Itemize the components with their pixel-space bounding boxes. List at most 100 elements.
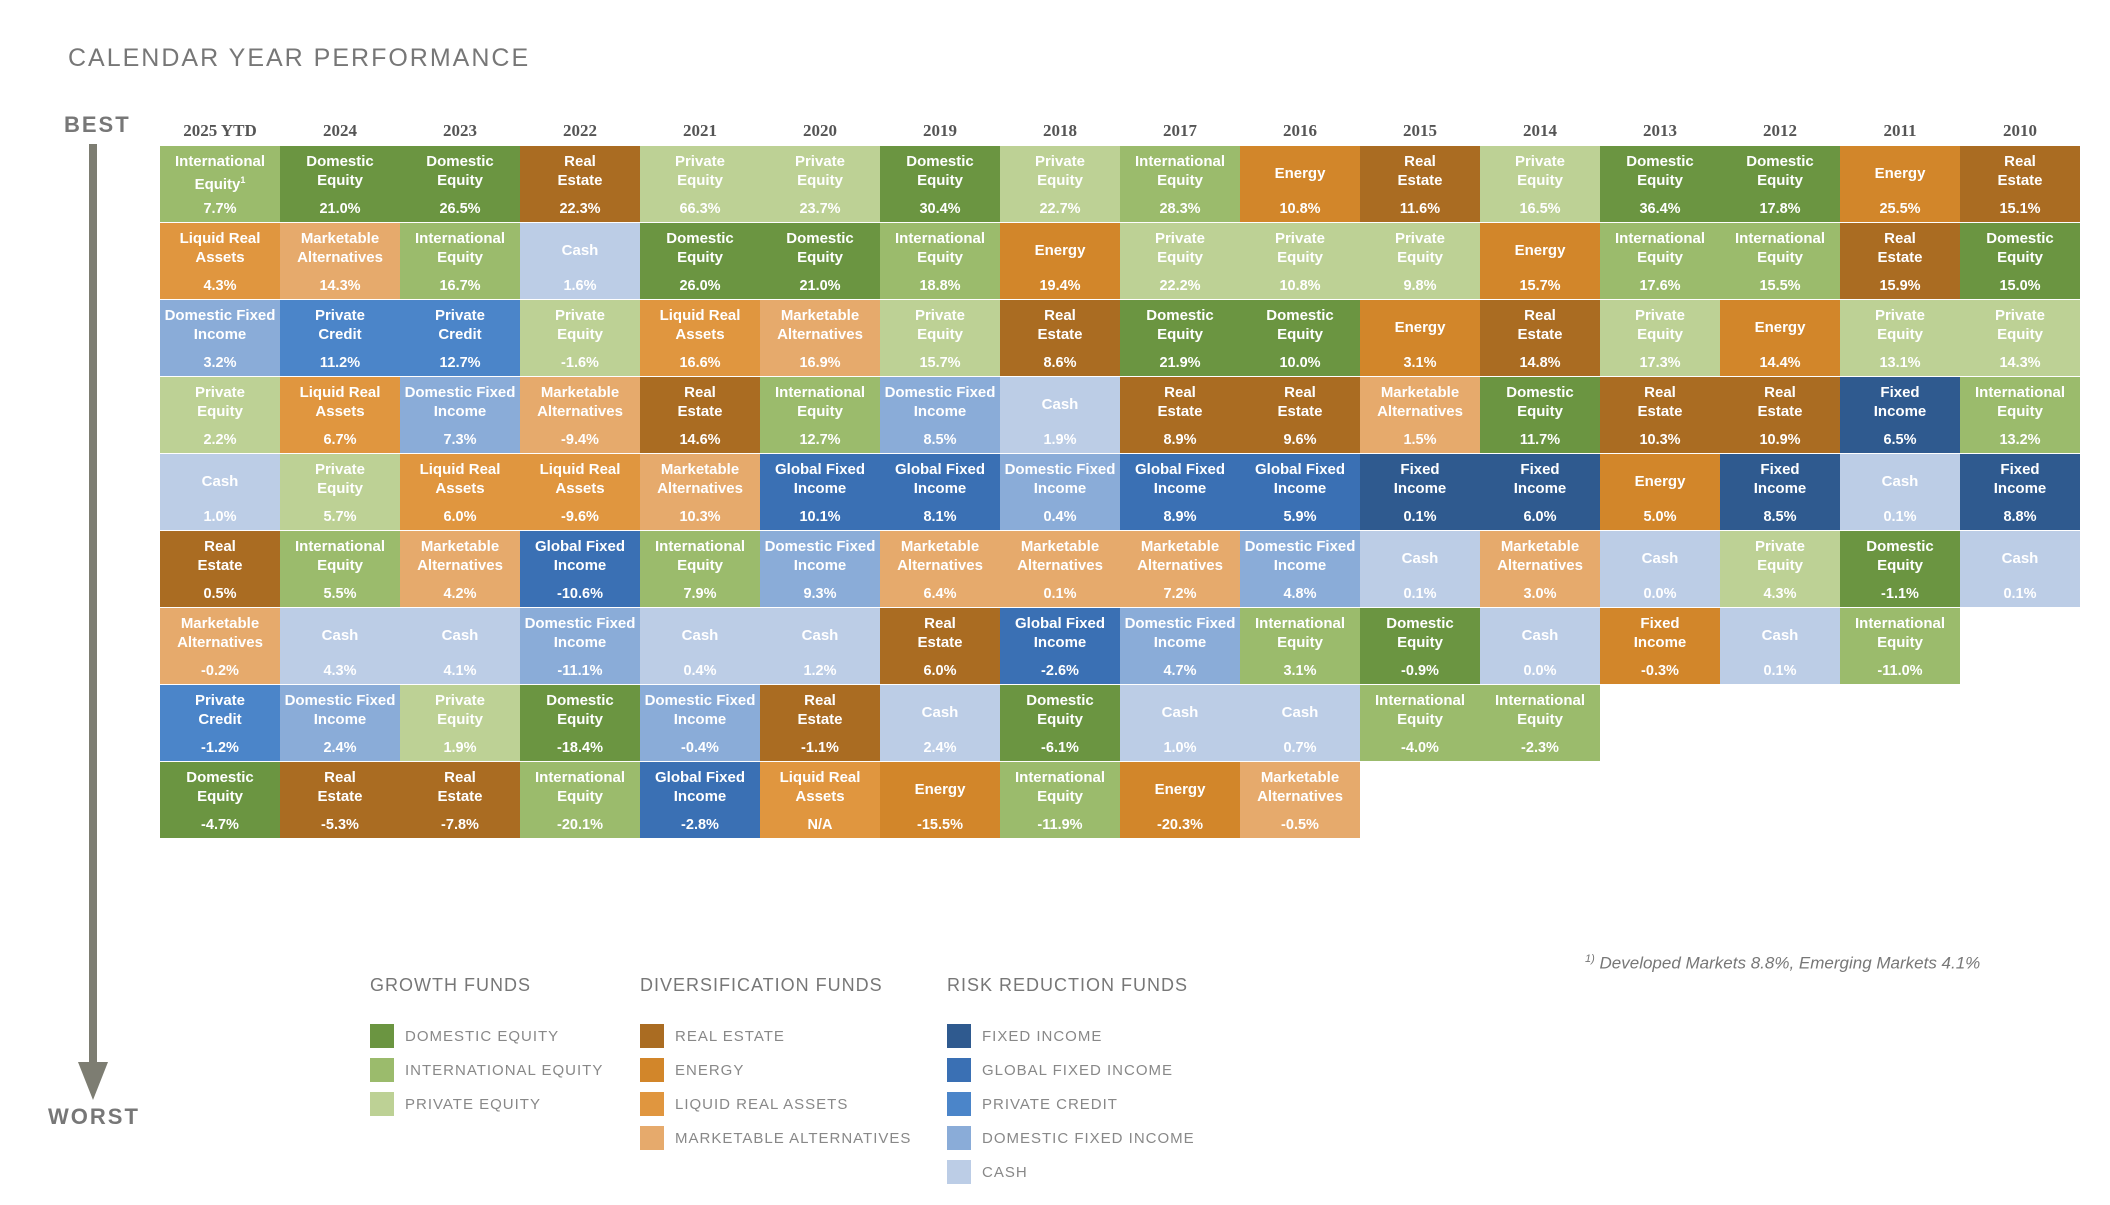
asset-class-cell: Domestic Equity 36.4% (1600, 146, 1720, 223)
asset-class-name: Fixed Income (1720, 460, 1840, 498)
asset-class-name: Domestic Equity (760, 229, 880, 267)
asset-class-label: International Equity (1614, 230, 1705, 266)
asset-class-cell: Marketable Alternatives 14.3% (280, 223, 400, 300)
legend-swatch (640, 1092, 664, 1116)
asset-class-cell: Marketable Alternatives 16.9% (760, 300, 880, 377)
asset-class-cell: International Equity 3.1% (1240, 608, 1360, 685)
return-value: 14.4% (1759, 355, 1801, 371)
asset-class-label: Private Equity (1034, 153, 1086, 189)
asset-class-name: Domestic Fixed Income (1120, 614, 1240, 652)
asset-class-name: International Equity (1480, 691, 1600, 729)
asset-class-label: Domestic Equity (1866, 538, 1934, 574)
legend-title: RISK REDUCTION FUNDS (947, 975, 1189, 995)
asset-class-cell: Private Equity 5.7% (280, 454, 400, 531)
asset-class-cell: Marketable Alternatives 1.5% (1360, 377, 1480, 454)
asset-class-name: Real Estate (1120, 383, 1240, 421)
return-value: 5.5% (323, 586, 357, 602)
asset-class-name: Liquid Real Assets (160, 229, 280, 267)
asset-class-label: Domestic Equity (1026, 692, 1094, 728)
asset-class-cell: Energy 15.7% (1480, 223, 1600, 300)
asset-class-label: Domestic Equity (546, 692, 614, 728)
return-value: -1.1% (1881, 586, 1919, 602)
asset-class-cell: Fixed Income 8.5% (1720, 454, 1840, 531)
return-value: -2.8% (681, 817, 719, 833)
asset-class-name: Private Equity (1840, 306, 1960, 344)
asset-class-cell: Domestic Equity 17.8% (1720, 146, 1840, 223)
return-value: 17.8% (1759, 201, 1801, 217)
asset-class-cell: Domestic Fixed Income 2.4% (280, 685, 400, 762)
return-value: 7.3% (443, 432, 477, 448)
year-column: 2012 Domestic Equity 17.8% International Eq… (1720, 116, 1840, 839)
asset-class-label: Cash (441, 627, 479, 644)
return-value: 22.3% (559, 201, 601, 217)
asset-class-name: Marketable Alternatives (160, 614, 280, 652)
asset-class-cell: Private Equity 22.2% (1120, 223, 1240, 300)
asset-class-name: International Equity1 (160, 152, 280, 194)
asset-class-cell: Energy 25.5% (1840, 146, 1960, 223)
asset-class-label: Domestic Equity (1746, 153, 1814, 189)
asset-class-cell: Domestic Equity 10.0% (1240, 300, 1360, 377)
return-value: 7.7% (203, 201, 237, 217)
asset-class-cell: Marketable Alternatives 4.2% (400, 531, 520, 608)
asset-class-cell: Real Estate -5.3% (280, 762, 400, 839)
asset-class-label: Private Credit (314, 307, 366, 343)
asset-class-cell: Energy -15.5% (880, 762, 1000, 839)
asset-class-label: Domestic Equity (1506, 384, 1574, 420)
asset-class-label: Liquid Real Assets (779, 769, 861, 805)
asset-class-cell: Cash 0.4% (640, 608, 760, 685)
asset-class-name: Energy (1840, 164, 1960, 183)
asset-class-name: Cash (1600, 549, 1720, 568)
return-value: 9.3% (803, 586, 837, 602)
footnote: 1) Developed Markets 8.8%, Emerging Mark… (1585, 953, 1980, 974)
return-value: -15.5% (917, 817, 963, 833)
asset-class-cell: Global Fixed Income -2.8% (640, 762, 760, 839)
legend-title: GROWTH FUNDS (370, 975, 531, 995)
asset-class-name: Cash (1480, 626, 1600, 645)
asset-class-cell: Marketable Alternatives 3.0% (1480, 531, 1600, 608)
return-value: 11.7% (1519, 432, 1561, 448)
asset-class-name: Domestic Equity (1360, 614, 1480, 652)
return-value: 7.9% (683, 586, 717, 602)
page-title: CALENDAR YEAR PERFORMANCE (68, 44, 531, 72)
return-value: 1.9% (1043, 432, 1077, 448)
asset-class-label: Energy (1754, 319, 1806, 336)
asset-class-cell: International Equity 15.5% (1720, 223, 1840, 300)
asset-class-label: International Equity (1494, 692, 1585, 728)
return-value: 6.0% (923, 663, 957, 679)
asset-class-cell: Domestic Fixed Income 9.3% (760, 531, 880, 608)
return-value: 13.2% (1999, 432, 2041, 448)
asset-class-label: Domestic Fixed Income (404, 384, 516, 420)
asset-class-cell: International Equity1 7.7% (160, 146, 280, 223)
asset-class-cell: Private Equity 2.2% (160, 377, 280, 454)
asset-class-label: Marketable Alternatives (177, 615, 263, 651)
asset-class-cell: Energy 5.0% (1600, 454, 1720, 531)
legend-growth-funds: GROWTH FUNDS DOMESTIC EQUITY INTERNATIONA… (370, 975, 603, 1121)
year-column: 2015 Real Estate 11.6% Private Equity 9.8% En… (1360, 116, 1480, 839)
asset-class-name: Cash (1240, 703, 1360, 722)
asset-class-cell: Global Fixed Income -2.6% (1000, 608, 1120, 685)
asset-class-label: Energy (1514, 242, 1566, 259)
return-value: 22.2% (1159, 278, 1201, 294)
asset-class-label: Cash (201, 473, 239, 490)
return-value: 4.8% (1283, 586, 1317, 602)
return-value: 14.3% (319, 278, 361, 294)
asset-class-cell: Private Credit 12.7% (400, 300, 520, 377)
asset-class-label: Domestic Equity (1146, 307, 1214, 343)
asset-class-name: Global Fixed Income (520, 537, 640, 575)
asset-class-name: Private Equity (400, 691, 520, 729)
year-column: 2017 International Equity 28.3% Private Equ… (1120, 116, 1240, 839)
legend-label: CASH (982, 1163, 1028, 1181)
return-value: 1.2% (803, 663, 837, 679)
asset-class-name: Liquid Real Assets (400, 460, 520, 498)
asset-class-name: Real Estate (1600, 383, 1720, 421)
legend-swatch (947, 1058, 971, 1082)
return-value: 15.1% (1999, 201, 2041, 217)
return-value: 0.1% (1403, 586, 1437, 602)
asset-class-cell: Liquid Real Assets -9.6% (520, 454, 640, 531)
return-value: 14.8% (1519, 355, 1561, 371)
asset-class-name: Real Estate (640, 383, 760, 421)
asset-class-cell: Private Equity 17.3% (1600, 300, 1720, 377)
asset-class-label: Domestic Equity (1986, 230, 2054, 266)
return-value: 10.8% (1279, 201, 1321, 217)
asset-class-cell: Energy 14.4% (1720, 300, 1840, 377)
